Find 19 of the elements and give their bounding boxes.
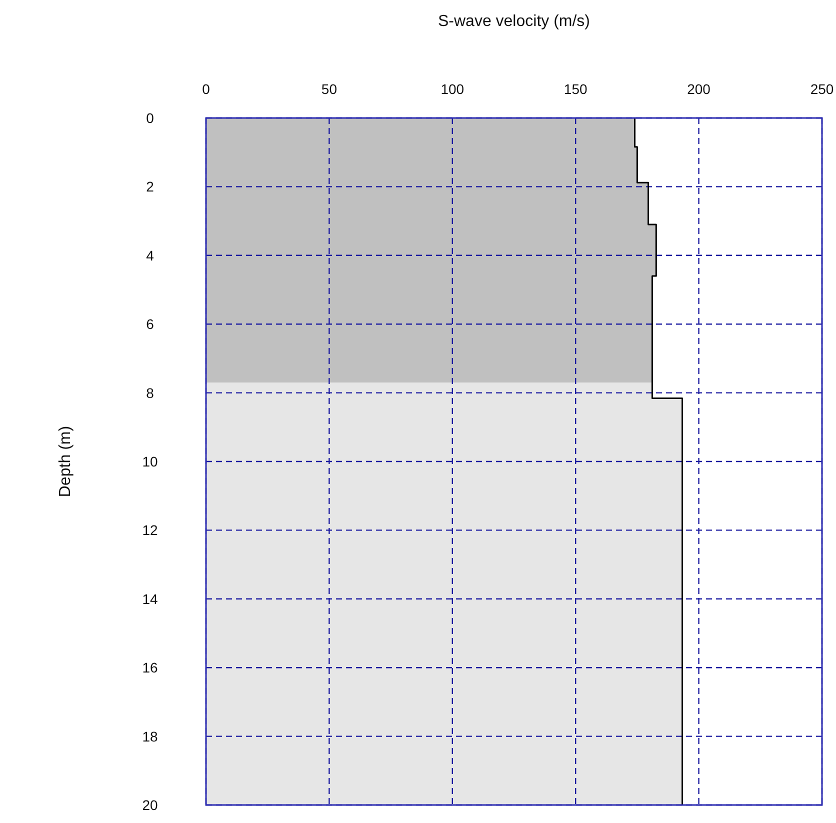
y-tick-label: 6 [146,316,154,332]
y-tick-label: 18 [142,728,158,744]
y-tick-label: 14 [142,590,158,607]
y-tick-label: 10 [142,454,158,470]
x-tick-label: 200 [687,81,711,97]
x-axis-title: S-wave velocity (m/s) [438,13,590,30]
y-tick-label: 4 [146,247,154,264]
y-tick-label: 12 [142,522,158,538]
y-tick-label: 16 [142,660,158,676]
x-tick-label: 150 [564,81,588,97]
x-tick-label: 250 [810,81,834,97]
y-tick-label: 0 [146,110,154,126]
x-tick-label: 50 [321,81,338,97]
y-tick-label: 8 [146,384,154,401]
x-tick-label: 100 [440,81,464,97]
y-axis-title: Depth (m) [57,426,74,498]
y-tick-label: 20 [142,797,158,813]
y-tick-label: 2 [146,178,154,195]
x-tick-label: 0 [202,81,210,97]
